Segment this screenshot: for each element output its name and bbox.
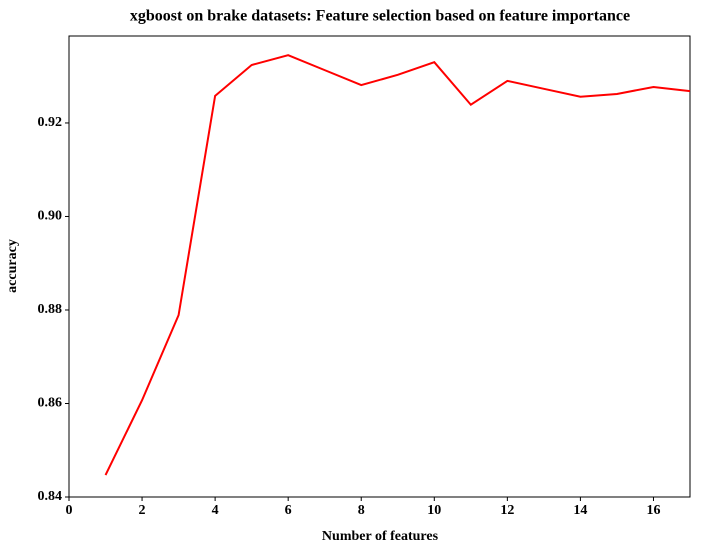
x-tick-label: 14 xyxy=(573,503,587,518)
y-tick-label: 0.92 xyxy=(38,115,63,130)
x-axis-label: Number of features xyxy=(322,529,439,544)
x-tick-label: 12 xyxy=(500,503,514,518)
plot-frame xyxy=(68,35,691,498)
data-line xyxy=(104,54,691,476)
y-tick-label: 0.84 xyxy=(38,489,63,504)
y-tick-label: 0.86 xyxy=(38,396,63,411)
y-tick-label: 0.90 xyxy=(38,209,63,224)
y-axis-label: accuracy xyxy=(5,239,20,293)
y-tick-label: 0.88 xyxy=(38,302,63,317)
x-tick-label: 10 xyxy=(427,503,441,518)
x-tick-label: 8 xyxy=(358,503,365,518)
x-tick-label: 0 xyxy=(66,503,73,518)
x-tick-label: 6 xyxy=(285,503,292,518)
chart-title: xgboost on brake datasets: Feature selec… xyxy=(130,8,630,25)
x-tick-label: 4 xyxy=(212,503,219,518)
x-tick-label: 2 xyxy=(139,503,146,518)
x-tick-label: 16 xyxy=(646,503,660,518)
